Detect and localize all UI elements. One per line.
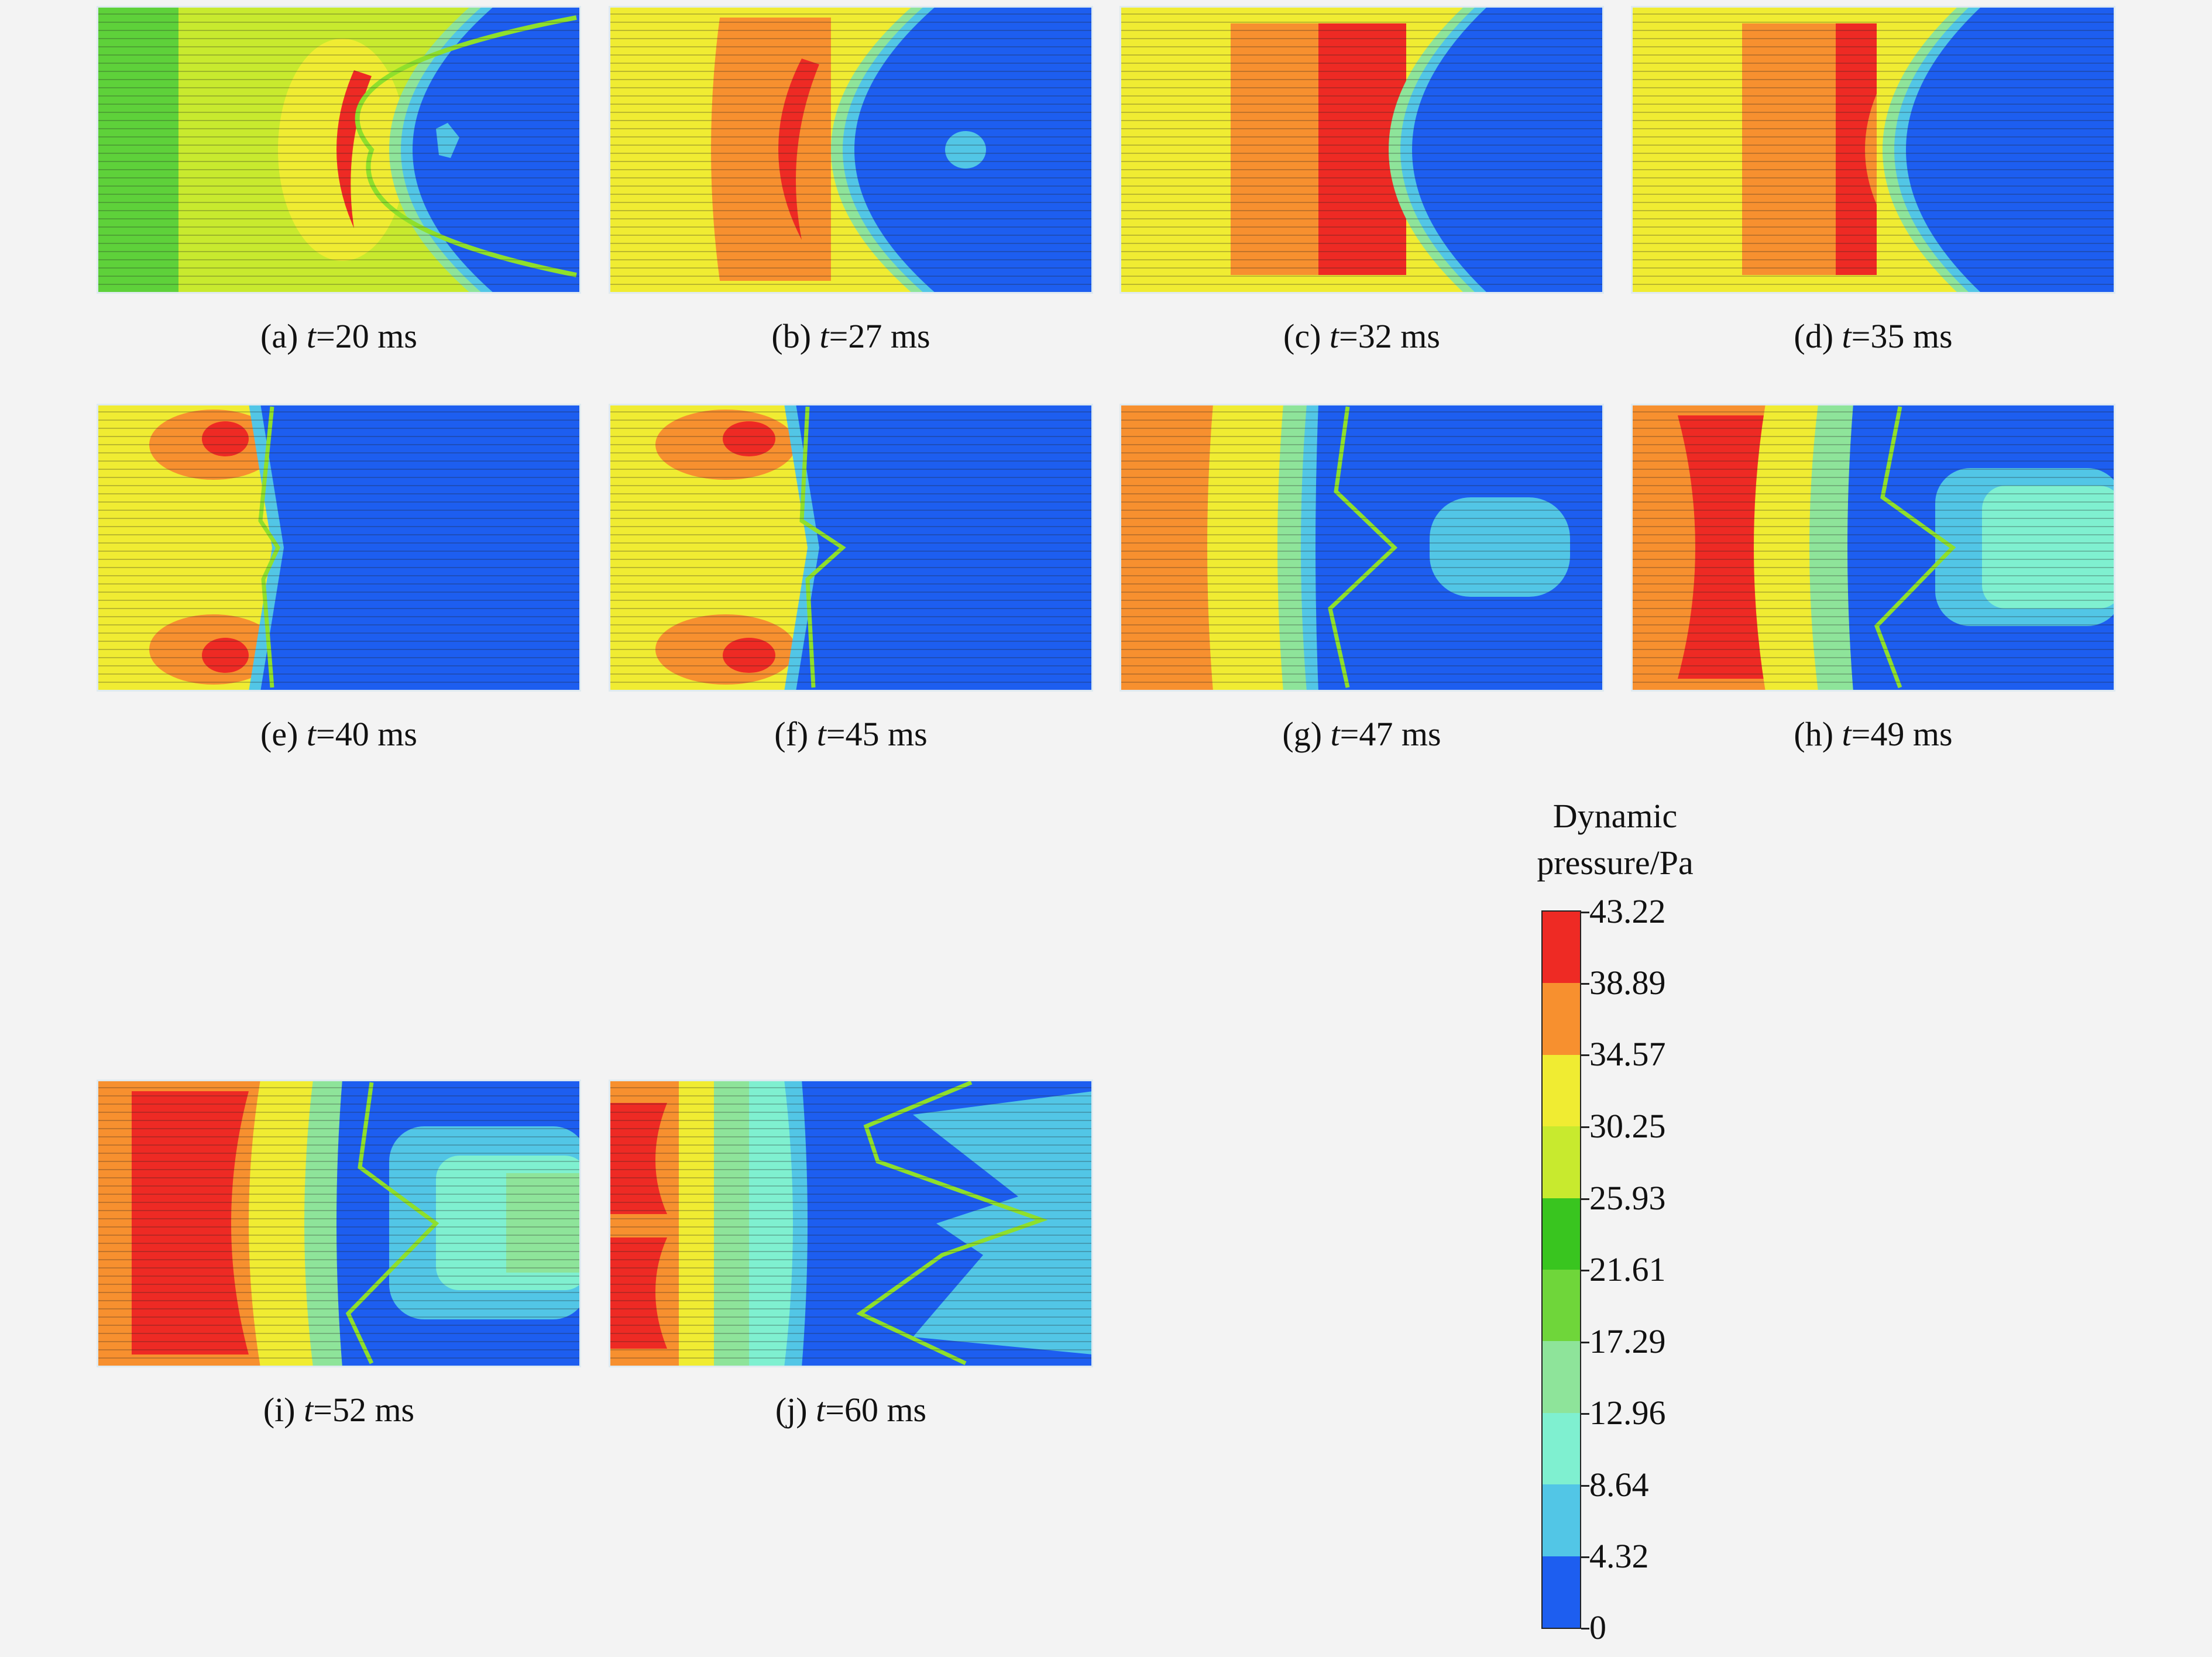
colorbar-tick-label: 34.57 — [1589, 1035, 1666, 1073]
legend-title-line2: pressure/Pa — [1537, 844, 1694, 882]
caption-j: (j) t=60 ms — [775, 1391, 927, 1429]
caption-b: (b) t=27 ms — [771, 317, 930, 355]
caption-c: (c) t=32 ms — [1283, 317, 1440, 355]
caption-e: (e) t=40 ms — [260, 715, 417, 753]
caption-i: (i) t=52 ms — [263, 1391, 415, 1429]
colorbar-tick — [1581, 1485, 1589, 1487]
colorbar-band — [1543, 1054, 1580, 1127]
colorbar-tick-label: 43.22 — [1589, 892, 1666, 930]
contour-plot-e — [97, 404, 581, 692]
panel-e — [97, 404, 581, 692]
colorbar-tick-label: 0 — [1589, 1608, 1606, 1646]
caption-g: (g) t=47 ms — [1282, 715, 1441, 753]
contour-plot-d — [1631, 6, 2115, 294]
colorbar-tick — [1581, 1126, 1589, 1128]
legend-title-line1: Dynamic — [1552, 797, 1678, 835]
caption-a: (a) t=20 ms — [260, 317, 417, 355]
colorbar-band — [1543, 1126, 1580, 1198]
panel-g — [1119, 404, 1604, 692]
contour-plot-c — [1119, 6, 1604, 294]
colorbar-tick — [1581, 1628, 1589, 1630]
colorbar-tick — [1581, 1342, 1589, 1343]
colorbar-tick — [1581, 1413, 1589, 1415]
colorbar-tick-label: 30.25 — [1589, 1107, 1666, 1145]
panel-f — [609, 404, 1093, 692]
colorbar-band — [1543, 1556, 1580, 1628]
contour-plot-b — [609, 6, 1093, 294]
colorbar-tick-label: 17.29 — [1589, 1322, 1666, 1360]
colorbar-band — [1543, 1484, 1580, 1556]
colorbar-tick — [1581, 1556, 1589, 1558]
caption-f: (f) t=45 ms — [774, 715, 928, 753]
colorbar-tick — [1581, 1198, 1589, 1200]
panel-j — [609, 1080, 1093, 1367]
colorbar-tick-label: 8.64 — [1589, 1466, 1649, 1504]
colorbar-band — [1543, 1341, 1580, 1413]
colorbar-band — [1543, 1270, 1580, 1342]
colorbar-tick-label: 25.93 — [1589, 1179, 1666, 1217]
panel-b — [609, 6, 1093, 294]
contour-plot-h — [1631, 404, 2115, 692]
panel-h — [1631, 404, 2115, 692]
contour-plot-f — [609, 404, 1093, 692]
colorbar-tick-label: 21.61 — [1589, 1250, 1666, 1288]
contour-plot-j — [609, 1080, 1093, 1367]
colorbar — [1541, 910, 1581, 1629]
contour-plot-a — [97, 6, 581, 294]
colorbar-band — [1543, 983, 1580, 1055]
colorbar-tick-label: 38.89 — [1589, 964, 1666, 1002]
colorbar-band — [1543, 1412, 1580, 1485]
colorbar-tick-label: 4.32 — [1589, 1537, 1649, 1575]
legend-title: Dynamic pressure/Pa — [1498, 793, 1732, 886]
colorbar-tick — [1581, 983, 1589, 985]
colorbar-tick-label: 12.96 — [1589, 1394, 1666, 1432]
colorbar-tick — [1581, 1270, 1589, 1271]
colorbar-tick — [1581, 1054, 1589, 1056]
panel-c — [1119, 6, 1604, 294]
caption-h: (h) t=49 ms — [1794, 715, 1953, 753]
panel-i — [97, 1080, 581, 1367]
caption-d: (d) t=35 ms — [1794, 317, 1953, 355]
panel-d — [1631, 6, 2115, 294]
colorbar-tick — [1581, 912, 1589, 913]
colorbar-band — [1543, 912, 1580, 984]
panel-a — [97, 6, 581, 294]
contour-plot-g — [1119, 404, 1604, 692]
colorbar-band — [1543, 1198, 1580, 1270]
contour-plot-i — [97, 1080, 581, 1367]
